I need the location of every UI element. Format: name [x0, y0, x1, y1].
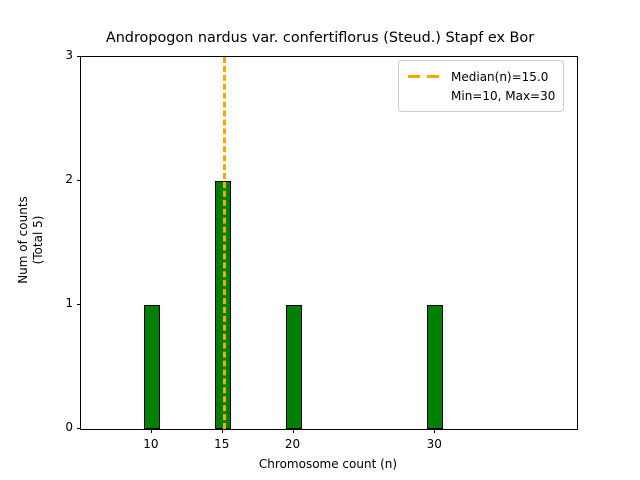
x-tick-mark — [434, 429, 436, 433]
x-tick-label: 10 — [143, 437, 159, 451]
x-tick-label: 30 — [426, 437, 442, 451]
legend-item-median: Median(n)=15.0 — [407, 67, 555, 86]
y-tick-mark — [76, 304, 80, 305]
plot-inner — [81, 57, 577, 429]
x-tick-mark — [292, 429, 294, 433]
legend-item-minmax: Min=10, Max=30 — [407, 86, 555, 105]
bar — [427, 305, 444, 429]
median-line — [222, 57, 226, 429]
x-axis-label: Chromosome count (n) — [258, 457, 398, 471]
page-title: Andropogon nardus var. confertiflorus (S… — [105, 30, 535, 46]
y-axis-label-line1: Num of counts — [16, 196, 30, 284]
bar — [285, 305, 302, 429]
y-tick-mark — [76, 180, 80, 181]
plot-area — [80, 56, 578, 430]
x-axis: 10 15 20 30 Chromosome count (n) — [80, 429, 576, 471]
bar — [143, 305, 160, 429]
legend-label-minmax: Min=10, Max=30 — [451, 88, 556, 103]
y-tick-label: 3 — [65, 48, 73, 62]
y-tick-mark — [76, 428, 80, 429]
legend: Median(n)=15.0 Min=10, Max=30 — [398, 60, 565, 112]
y-tick-label: 0 — [65, 420, 73, 434]
y-tick-label: 2 — [65, 172, 73, 186]
x-tick-mark — [150, 429, 152, 433]
y-tick-label: 1 — [65, 296, 73, 310]
x-tick-label: 15 — [214, 437, 230, 451]
dashed-line-icon — [407, 71, 443, 83]
y-axis-label-line2: (Total 5) — [31, 215, 45, 265]
x-tick-mark — [221, 429, 223, 433]
legend-label-median: Median(n)=15.0 — [451, 69, 549, 84]
x-tick-label: 20 — [284, 437, 301, 451]
y-tick-mark — [76, 56, 80, 57]
y-axis-label: Num of counts (Total 5) — [16, 0, 45, 480]
y-axis-label-wrapper: Num of counts (Total 5) — [16, 0, 48, 480]
